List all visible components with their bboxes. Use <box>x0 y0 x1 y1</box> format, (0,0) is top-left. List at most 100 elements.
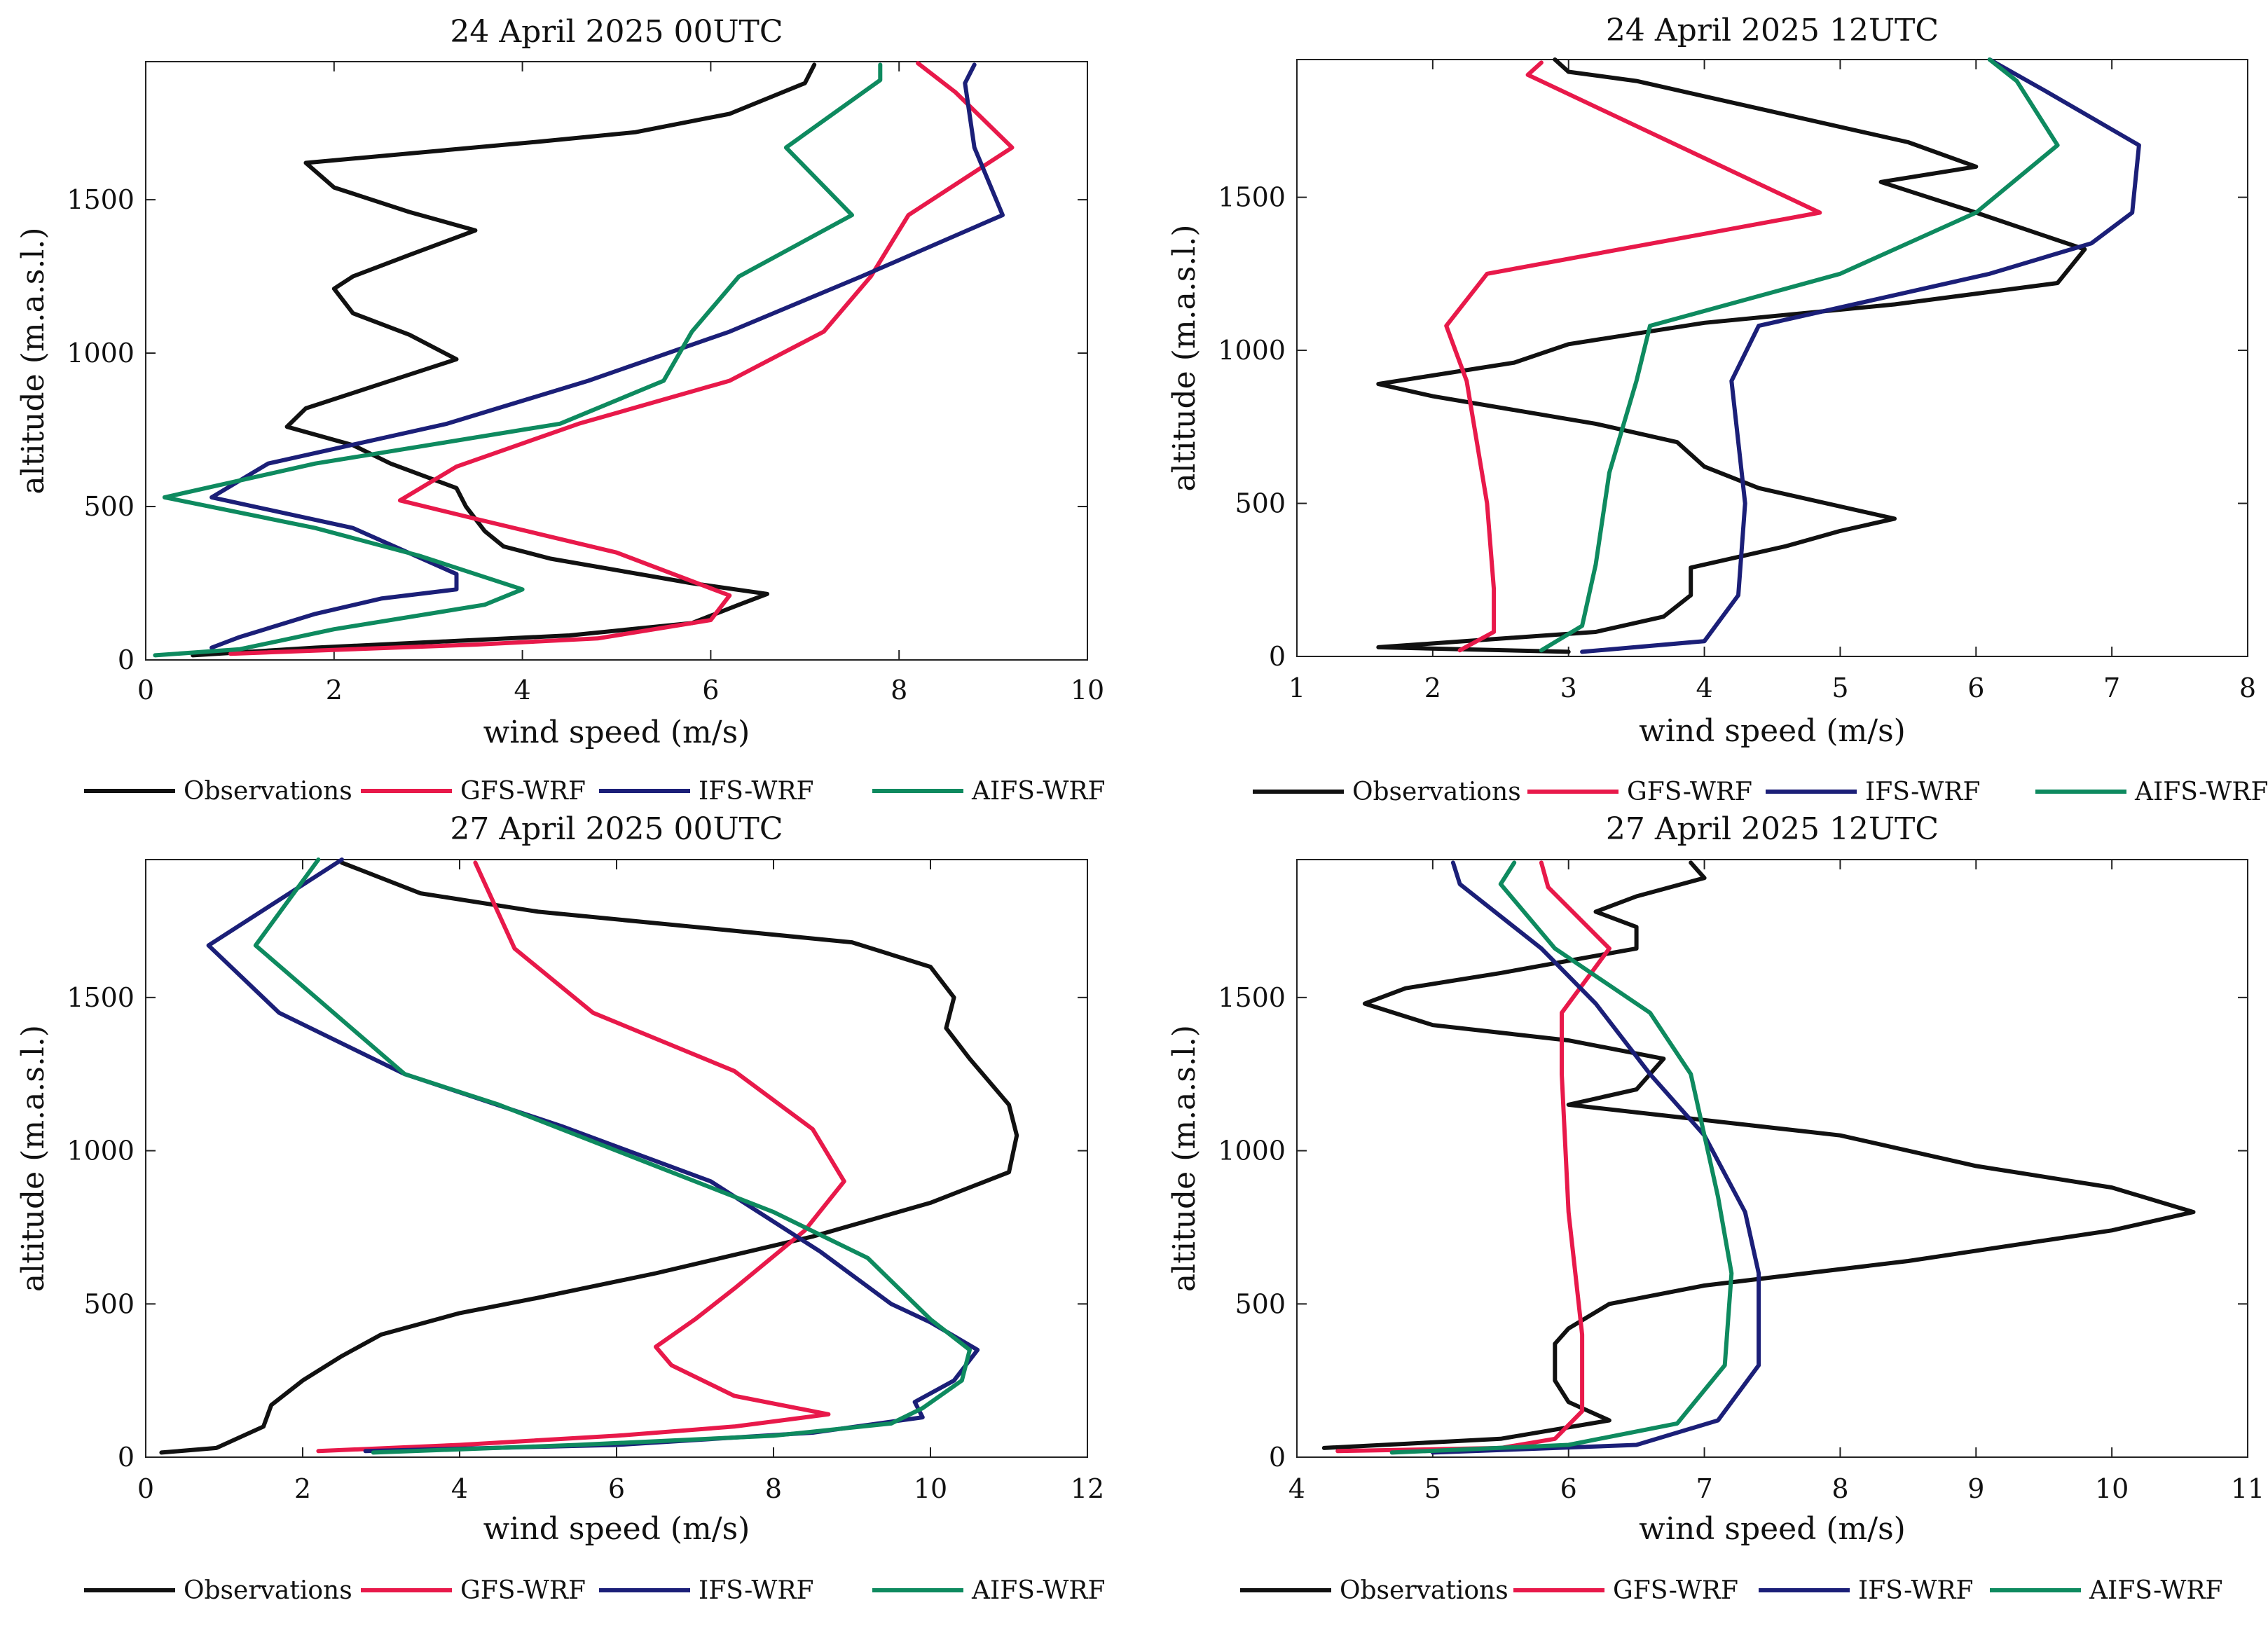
series-line-aifs-wrf <box>1539 57 2060 653</box>
plot-panel-2: 24 April 2025 12UTC 1 2 3 4 5 6 7 8 0 500 1000 1500 w… <box>1167 13 2268 806</box>
y-tick-label: 1000 <box>67 1136 135 1166</box>
y-axis-label: altitude (m.a.s.l.) <box>1167 224 1202 491</box>
x-tick-label: 6 <box>702 675 719 705</box>
legend: Observations GFS-WRF IFS-WRF AIFS-WRF <box>84 1576 1105 1605</box>
series-line-aifs-wrf <box>153 62 883 658</box>
x-tick-label: 2 <box>1424 673 1441 703</box>
series-line-aifs-wrf <box>253 857 972 1455</box>
x-tick-label: 12 <box>1071 1473 1104 1504</box>
y-tick-label: 0 <box>1269 641 1286 672</box>
y-tick-label: 0 <box>118 1442 135 1473</box>
legend-label-gfs-wrf: GFS-WRF <box>1627 778 1752 806</box>
y-axis-label: altitude (m.a.s.l.) <box>15 1025 51 1292</box>
x-tick-label: 8 <box>1831 1473 1848 1504</box>
y-axis-label: altitude (m.a.s.l.) <box>1167 1025 1202 1292</box>
x-tick-label: 6 <box>1560 1473 1577 1504</box>
y-tick-label: 500 <box>83 1288 135 1319</box>
legend-label-observations: Observations <box>1340 1576 1508 1605</box>
legend-label-observations: Observations <box>184 1576 352 1605</box>
x-axis-label: wind speed (m/s) <box>1639 1511 1906 1547</box>
plot-panel-3: 27 April 2025 00UTC 0 2 4 6 8 10 12 0 500 1000 1500… <box>15 811 1105 1605</box>
x-tick-label: 4 <box>1696 673 1712 703</box>
y-tick-label: 1000 <box>1218 335 1286 366</box>
series-line-gfs-wrf <box>1444 60 1822 653</box>
series-line-aifs-wrf <box>1389 860 1734 1455</box>
plot-title: 24 April 2025 00UTC <box>450 14 783 50</box>
y-axis-label: altitude (m.a.s.l.) <box>15 227 51 494</box>
x-tick-label: 7 <box>2103 673 2120 703</box>
x-tick-label: 10 <box>914 1473 947 1504</box>
legend-label-ifs-wrf: IFS-WRF <box>699 777 813 806</box>
plot-title: 24 April 2025 12UTC <box>1606 13 1939 48</box>
y-tick-label: 0 <box>118 645 135 675</box>
plot-title: 27 April 2025 00UTC <box>450 811 783 847</box>
legend-label-aifs-wrf: AIFS-WRF <box>971 777 1105 806</box>
y-tick-label: 500 <box>1235 488 1286 519</box>
y-tick-label: 500 <box>1235 1288 1286 1319</box>
plot-panel-1: 24 April 2025 00UTC 0 2 4 6 8 10 0 500 1000 1500 wi… <box>15 14 1105 806</box>
legend-label-observations: Observations <box>184 777 352 806</box>
series-line-gfs-wrf <box>316 860 846 1454</box>
x-tick-label: 10 <box>1071 675 1104 705</box>
legend-label-aifs-wrf: AIFS-WRF <box>971 1576 1105 1605</box>
series-line-observations <box>1321 860 2196 1450</box>
x-tick-label: 7 <box>1696 1473 1712 1504</box>
legend-label-aifs-wrf: AIFS-WRF <box>2134 778 2268 806</box>
x-tick-label: 8 <box>891 675 907 705</box>
plot-frame <box>145 61 1088 661</box>
x-tick-label: 6 <box>1967 673 1984 703</box>
x-tick-label: 5 <box>1424 1473 1441 1504</box>
x-tick-label: 11 <box>2231 1473 2264 1504</box>
series-line-observations <box>191 62 817 658</box>
plot-frame <box>1296 859 2248 1458</box>
series-line-ifs-wrf <box>209 62 1005 650</box>
x-tick-label: 0 <box>137 1473 154 1504</box>
y-tick-label: 1000 <box>67 338 135 368</box>
x-axis-label: wind speed (m/s) <box>1639 713 1906 749</box>
x-tick-label: 10 <box>2095 1473 2129 1504</box>
x-tick-label: 0 <box>137 675 154 705</box>
plot-frame <box>145 859 1088 1458</box>
x-tick-label: 2 <box>294 1473 311 1504</box>
x-tick-label: 1 <box>1288 673 1305 703</box>
x-tick-label: 4 <box>514 675 531 705</box>
y-tick-label: 1500 <box>1218 982 1286 1013</box>
y-tick-label: 1500 <box>67 184 135 215</box>
plot-title: 27 April 2025 12UTC <box>1606 811 1939 847</box>
series-line-ifs-wrf <box>1430 860 1761 1455</box>
series-line-observations <box>159 860 1019 1455</box>
series-line-observations <box>1376 57 2087 654</box>
x-axis-label: wind speed (m/s) <box>483 1511 750 1547</box>
legend-label-gfs-wrf: GFS-WRF <box>460 777 586 806</box>
x-tick-label: 5 <box>1831 673 1848 703</box>
plot-panel-4: 27 April 2025 12UTC 4 5 6 7 8 9 10 11 0 500 1000 150… <box>1167 811 2264 1605</box>
legend-label-gfs-wrf: GFS-WRF <box>1613 1576 1738 1605</box>
y-tick-label: 0 <box>1269 1442 1286 1473</box>
x-tick-label: 6 <box>608 1473 625 1504</box>
legend-label-ifs-wrf: IFS-WRF <box>1858 1576 1973 1605</box>
legend: Observations GFS-WRF IFS-WRF AIFS-WRF <box>84 777 1105 806</box>
x-tick-label: 9 <box>1967 1473 1984 1504</box>
legend: Observations GFS-WRF IFS-WRF AIFS-WRF <box>1253 778 2268 806</box>
x-tick-label: 8 <box>2239 673 2256 703</box>
legend-label-aifs-wrf: AIFS-WRF <box>2089 1576 2222 1605</box>
legend-label-observations: Observations <box>1352 778 1521 806</box>
series-line-ifs-wrf <box>206 857 980 1454</box>
legend-label-ifs-wrf: IFS-WRF <box>1865 778 1980 806</box>
y-tick-label: 1500 <box>67 982 135 1013</box>
legend-label-ifs-wrf: IFS-WRF <box>699 1576 813 1605</box>
x-tick-label: 2 <box>326 675 343 705</box>
legend-label-gfs-wrf: GFS-WRF <box>460 1576 586 1605</box>
x-tick-label: 4 <box>451 1473 468 1504</box>
plot-frame <box>1296 59 2248 657</box>
x-tick-label: 8 <box>765 1473 782 1504</box>
y-tick-label: 500 <box>83 491 135 522</box>
y-tick-label: 1500 <box>1218 182 1286 213</box>
series-line-ifs-wrf <box>1580 57 2141 654</box>
y-tick-label: 1000 <box>1218 1136 1286 1166</box>
x-tick-label: 3 <box>1560 673 1577 703</box>
series-line-gfs-wrf <box>1335 860 1611 1454</box>
x-axis-label: wind speed (m/s) <box>483 715 750 750</box>
legend: Observations GFS-WRF IFS-WRF AIFS-WRF <box>1240 1576 2222 1605</box>
